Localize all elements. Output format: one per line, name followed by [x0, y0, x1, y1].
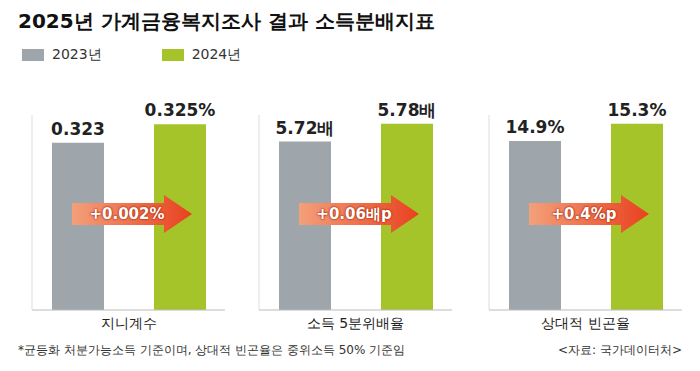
html-text:2023년: 2023년: [52, 46, 102, 62]
html-text:2024년: 2024년: [191, 46, 242, 62]
html-text:+0.002%: +0.002%: [89, 205, 165, 223]
svg-text:소득 5분위배율: 소득 5분위배율: [307, 315, 404, 331]
html-text:<자료: 국가데이터처>: <자료: 국가데이터처>: [558, 343, 682, 357]
svg-text:0.323: 0.323: [51, 119, 105, 139]
svg-text:5.78배: 5.78배: [378, 100, 437, 120]
html-text:+0.4%p: +0.4%p: [551, 205, 617, 223]
svg-text:5.72배: 5.72배: [276, 118, 335, 138]
svg-text:상대적 빈곤율: 상대적 빈곤율: [541, 315, 629, 331]
svg-text:15.3%: 15.3%: [608, 100, 667, 120]
html-text:2025년 가계금융복지조사 결과 소득분배지표: 2025년 가계금융복지조사 결과 소득분배지표: [18, 9, 435, 33]
html-text:*균등화 처분가능소득 기준이며, 상대적 빈곤율은 중위소: *균등화 처분가능소득 기준이며, 상대적 빈곤율은 중위소득 50% 기준임: [18, 343, 406, 357]
svg-text:지니계수: 지니계수: [101, 315, 157, 331]
svg-text:14.9%: 14.9%: [506, 117, 565, 137]
html-text:+0.06배p: +0.06배p: [316, 205, 392, 223]
svg-text:0.325%: 0.325%: [145, 100, 216, 120]
